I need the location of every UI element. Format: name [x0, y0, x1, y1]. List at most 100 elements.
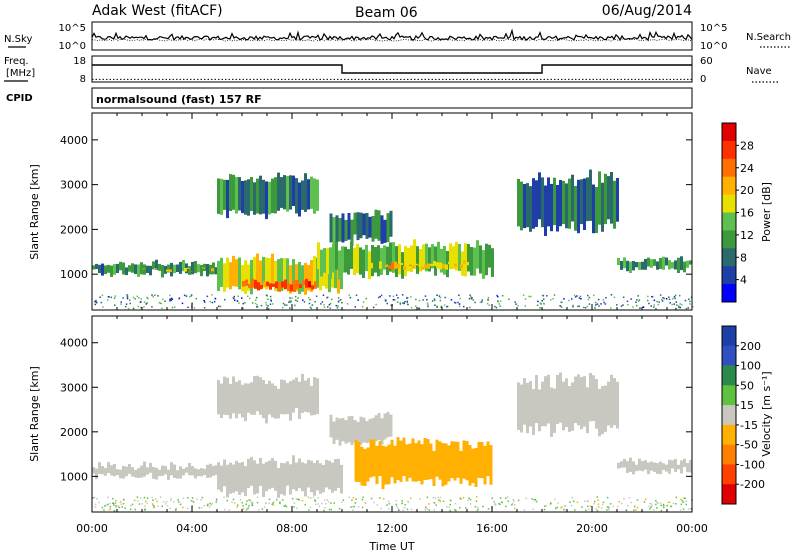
scatter-speck: [597, 496, 599, 498]
heatmap-cell: [101, 264, 104, 276]
heatmap-cell: [323, 248, 326, 273]
scatter-speck: [216, 501, 218, 503]
heatmap-cell: [377, 245, 380, 276]
scatter-speck: [678, 307, 680, 309]
scatter-speck: [439, 295, 441, 297]
heatmap-cell: [491, 248, 494, 277]
scatter-speck: [122, 506, 124, 508]
heatmap-cell: [371, 245, 374, 276]
heatmap-cell: [271, 458, 274, 488]
heatmap-cell: [683, 459, 686, 467]
scatter-speck: [284, 506, 286, 508]
heatmap-cell: [280, 177, 283, 208]
heatmap-cell: [406, 267, 409, 270]
heatmap-cell: [463, 261, 466, 264]
scatter-speck: [497, 296, 499, 298]
scatter-speck: [688, 307, 690, 309]
scatter-speck: [358, 506, 360, 508]
heatmap-cell: [398, 244, 401, 274]
scatter-speck: [446, 506, 448, 508]
scatter-speck: [326, 297, 328, 299]
scatter-speck: [204, 307, 206, 309]
scatter-speck: [482, 299, 484, 301]
heatmap-cell: [140, 262, 143, 274]
heatmap-cell: [448, 445, 451, 481]
heatmap-cell: [113, 264, 116, 275]
heatmap-cell: [149, 266, 152, 276]
heatmap-cell: [659, 258, 662, 269]
heatmap-cell: [295, 463, 298, 491]
scatter-speck: [266, 304, 268, 306]
heatmap-cell: [535, 180, 538, 227]
colorbar-tick-label: 100: [740, 360, 761, 373]
scatter-speck: [653, 509, 655, 511]
heatmap-cell: [238, 177, 241, 210]
heatmap-cell: [328, 461, 331, 490]
scatter-speck: [606, 509, 608, 511]
heatmap-cell: [283, 463, 286, 495]
scatter-speck: [387, 303, 389, 305]
scatter-speck: [444, 304, 446, 306]
scatter-speck: [207, 505, 209, 507]
heatmap-cell: [379, 441, 382, 476]
scatter-speck: [587, 295, 589, 297]
scatter-speck: [255, 303, 256, 305]
heatmap-cell: [125, 467, 128, 477]
heatmap-cell: [308, 281, 311, 287]
scatter-speck: [685, 300, 687, 302]
colorbar-segment: [722, 230, 736, 248]
heatmap-cell: [320, 250, 323, 277]
scatter-speck: [313, 497, 315, 499]
scatter-speck: [543, 295, 545, 297]
scatter-speck: [438, 499, 440, 501]
scatter-speck: [540, 303, 542, 305]
scatter-speck: [454, 302, 456, 304]
scatter-speck: [514, 504, 516, 506]
heatmap-cell: [295, 377, 298, 408]
scatter-speck: [427, 497, 429, 499]
heatmap-cell: [238, 463, 241, 495]
scatter-speck: [404, 301, 406, 303]
scatter-speck: [639, 307, 641, 309]
heatmap-cell: [436, 262, 439, 268]
colorbar-tick-label: 8: [740, 251, 747, 264]
heatmap-cell: [427, 439, 430, 480]
scatter-speck: [660, 505, 662, 507]
heatmap-cell: [260, 285, 263, 289]
scatter-speck: [545, 505, 547, 507]
heatmap-cell: [339, 218, 342, 242]
scatter-speck: [158, 506, 160, 508]
scatter-speck: [463, 497, 465, 499]
heatmap-cell: [262, 180, 265, 214]
freq-label-line1: Freq.: [4, 56, 29, 67]
scatter-speck: [443, 501, 445, 503]
scatter-speck: [288, 301, 290, 303]
scatter-speck: [115, 505, 117, 507]
heatmap-cell: [601, 183, 604, 232]
colorbar-tick-label: 20: [740, 184, 754, 197]
scatter-speck: [108, 296, 110, 298]
scatter-speck: [643, 307, 645, 309]
scatter-speck: [169, 508, 171, 510]
scatter-speck: [116, 507, 118, 509]
scatter-speck: [236, 506, 238, 508]
scatter-speck: [295, 300, 297, 302]
heatmap-cell: [200, 265, 203, 276]
heatmap-cell: [565, 378, 568, 427]
heatmap-cell: [253, 376, 256, 415]
scatter-speck: [458, 295, 460, 297]
heatmap-cell: [292, 455, 295, 489]
heatmap-cell: [686, 463, 689, 472]
heatmap-cell: [223, 460, 226, 487]
scatter-speck: [132, 504, 134, 506]
scatter-speck: [572, 306, 574, 308]
scatter-speck: [289, 297, 291, 299]
scatter-speck: [434, 300, 436, 302]
scatter-speck: [341, 502, 343, 504]
scatter-speck: [199, 507, 201, 509]
heatmap-cell: [532, 389, 535, 435]
scatter-speck: [494, 306, 496, 308]
heatmap-cell: [158, 470, 161, 476]
colorbar-segment: [722, 177, 736, 195]
